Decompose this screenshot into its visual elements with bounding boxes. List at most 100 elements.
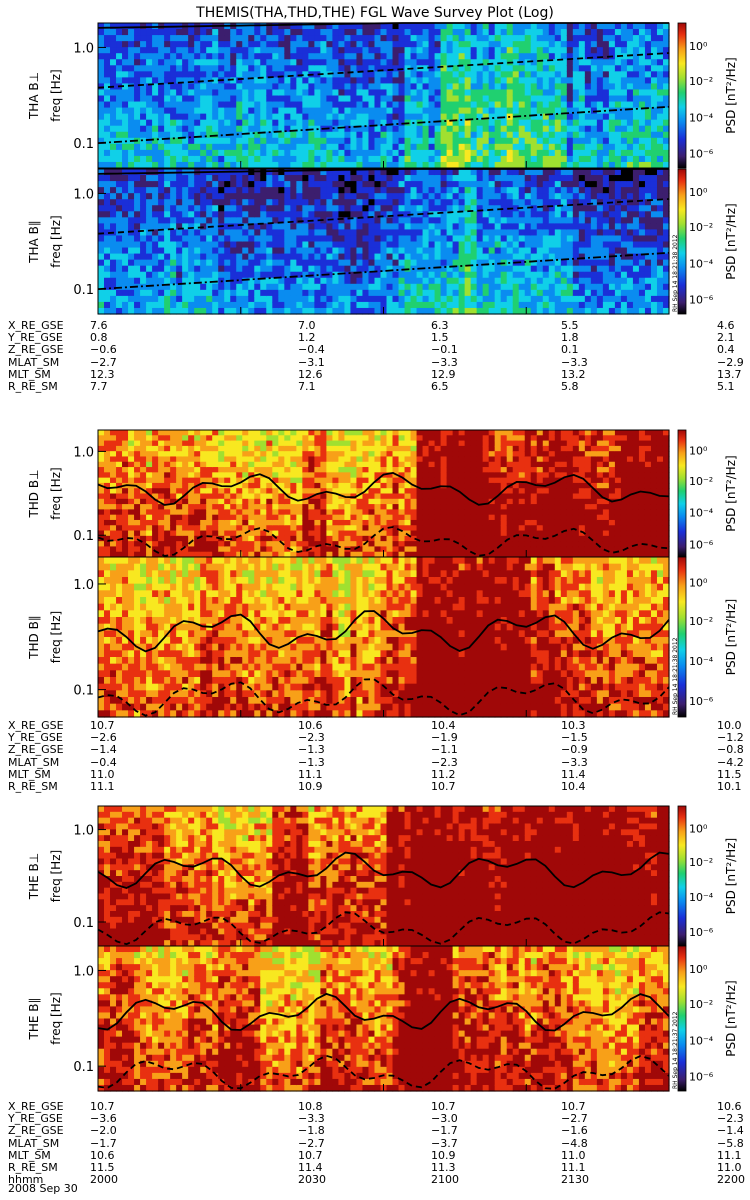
ephemeris-label: MLAT_SM: [8, 355, 60, 369]
ephemeris-row: MLAT_SM −1.7 −2.7 −3.7 −4.8 −5.8: [8, 1136, 744, 1150]
ephemeris-value: 11.1: [717, 1148, 742, 1162]
ephemeris-value: 11.1: [561, 1161, 586, 1174]
ephemeris-label: Y_RE_GSE: [8, 331, 63, 345]
ephemeris-value: −3.6: [90, 1112, 117, 1126]
ephemeris-value: 11.3: [431, 1161, 456, 1174]
colorbar-tick-label: 10⁰: [689, 822, 708, 835]
colorbar-tick-label: 10⁻²: [689, 998, 713, 1011]
ephemeris-value: 11.4: [561, 767, 586, 781]
ephemeris-label: MLT_SM: [8, 1148, 51, 1162]
spectrogram-cells: [98, 430, 670, 558]
ephemeris-value: 2100: [431, 1173, 459, 1187]
ephemeris-value: 10.7: [90, 1100, 115, 1113]
ephemeris-value: 5.5: [561, 319, 579, 332]
y-axis-label: freq [Hz]: [49, 992, 63, 1044]
colorbar-tick-label: 10⁻⁶: [689, 926, 714, 939]
panel-label: THA B∥: [27, 220, 41, 264]
ephemeris-value: −1.9: [431, 731, 458, 745]
ephemeris-value: 11.0: [90, 767, 115, 781]
colorbar-tick-label: 10⁻⁶: [689, 148, 714, 161]
colorbar-tick-label: 10⁻⁴: [689, 891, 714, 904]
ephemeris-value: 10.7: [298, 1148, 323, 1162]
colorbar: [677, 22, 687, 169]
y-tick-label: 0.1: [73, 529, 94, 544]
ephemeris-value: −1.3: [298, 755, 325, 769]
ephemeris-value: −2.0: [90, 1124, 117, 1138]
panel-label: THD B∥: [27, 615, 41, 660]
ephemeris-label: R_RE_SM: [8, 780, 58, 793]
ephemeris-value: −5.8: [717, 1136, 744, 1150]
ephemeris-value: −1.1: [431, 743, 458, 757]
ephemeris-value: 10.1: [717, 780, 742, 793]
ephemeris-value: 7.0: [298, 319, 316, 332]
ephemeris-value: −1.7: [431, 1124, 458, 1138]
spectrogram-panel: 1.0 0.1 THE B⊥ freq [Hz] 10⁰ 10⁻² 10⁻⁴ 10⁻⁶ PSD …: [27, 805, 738, 947]
half-gyrofrequency-curve: [97, 526, 670, 557]
ephemeris-value: −0.4: [298, 343, 325, 357]
ephemeris-value: 12.9: [431, 367, 456, 381]
colorbar-label: PSD [nT²/Hz]: [724, 455, 738, 531]
ephemeris-value: 1.2: [298, 331, 316, 345]
ephemeris-value: −1.3: [298, 743, 325, 757]
colorbar-label: PSD [nT²/Hz]: [724, 599, 738, 675]
ephemeris-value: 5.8: [561, 380, 579, 393]
half-gyrofrequency-curve: [97, 52, 670, 89]
ephemeris-label: Z_RE_GSE: [8, 343, 64, 357]
colorbar-tick-label: 10⁻²: [689, 475, 713, 488]
ephemeris-label: MLT_SM: [8, 367, 51, 381]
ephemeris-value: 10.8: [298, 1100, 323, 1113]
ephemeris-value: −0.4: [90, 755, 117, 769]
ephemeris-value: 4.6: [717, 319, 735, 332]
ephemeris-value: 7.1: [298, 380, 316, 393]
ephemeris-value: −3.0: [431, 1112, 458, 1126]
ephemeris-value: 10.3: [561, 719, 586, 732]
colorbar-tick-label: 10⁻²: [689, 75, 713, 88]
colorbar-tick-label: 10⁻⁶: [689, 538, 714, 551]
ephemeris-label: MLAT_SM: [8, 755, 60, 769]
y-tick-label: 1.0: [73, 578, 94, 593]
colorbar-tick-label: 10⁻⁴: [689, 111, 714, 124]
ephemeris-row: X_RE_GSE 7.6 7.0 6.3 5.5 4.6: [8, 320, 738, 332]
ephemeris-row: MLT_SM 11.0 11.1 11.2 11.4 11.5: [8, 767, 742, 781]
ephemeris-value: −0.1: [431, 343, 458, 357]
ephemeris-value: 12.3: [90, 367, 115, 381]
ephemeris-value: 2130: [561, 1173, 589, 1187]
ephemeris-label: Y_RE_GSE: [8, 731, 63, 745]
ephemeris-value: 0.1: [561, 343, 579, 357]
ephemeris-value: −0.6: [90, 343, 117, 357]
ephemeris-row: MLT_SM 12.3 12.6 12.9 13.2 13.7: [8, 367, 742, 381]
ephemeris-value: −1.2: [717, 731, 744, 745]
colorbar-tick-label: 10⁰: [689, 577, 708, 590]
ephemeris-label: X_RE_GSE: [8, 719, 64, 732]
colorbar: [677, 556, 687, 718]
ephemeris-value: 2030: [298, 1173, 326, 1187]
ephemeris-label: MLT_SM: [8, 767, 51, 781]
ephemeris-value: 10.7: [431, 1100, 456, 1113]
y-tick-label: 1.0: [73, 964, 94, 979]
ephemeris-value: 5.1: [717, 380, 735, 393]
ephemeris-value: −3.3: [561, 755, 588, 769]
ephemeris-value: −3.1: [298, 355, 325, 369]
colorbar-tick-label: 10⁻⁴: [689, 507, 714, 520]
y-tick-label: 0.1: [73, 137, 94, 152]
ephemeris-label: Y_RE_GSE: [8, 1112, 63, 1126]
ephemeris-value: 7.7: [90, 380, 108, 393]
colorbar: [677, 429, 687, 558]
ephemeris-row: Z_RE_GSE −0.6 −0.4 −0.1 0.1 0.4: [8, 344, 738, 356]
ephemeris-value: −1.4: [717, 1124, 744, 1138]
ephemeris-value: −1.4: [90, 743, 117, 757]
ephemeris-value: −3.7: [431, 1136, 458, 1150]
ephemeris-row: hhmm 2000 2030 2100 2130 2200: [8, 1173, 745, 1187]
ephemeris-value: 11.4: [298, 1161, 323, 1174]
y-axis-label: freq [Hz]: [49, 215, 63, 267]
colorbar-label: PSD [nT²/Hz]: [724, 838, 738, 914]
y-tick-label: 1.0: [73, 445, 94, 460]
ephemeris-value: −0.9: [561, 743, 588, 757]
panel-label: THD B⊥: [27, 469, 41, 518]
y-tick-label: 1.0: [73, 824, 94, 839]
ephemeris-value: 6.3: [431, 319, 449, 332]
ephemeris-label: MLAT_SM: [8, 1136, 60, 1150]
ephemeris-value: 11.0: [717, 1161, 742, 1174]
ephemeris-row: MLAT_SM −2.7 −3.1 −3.3 −3.3 −2.9: [8, 355, 744, 369]
ephemeris-value: 0.4: [717, 343, 735, 357]
